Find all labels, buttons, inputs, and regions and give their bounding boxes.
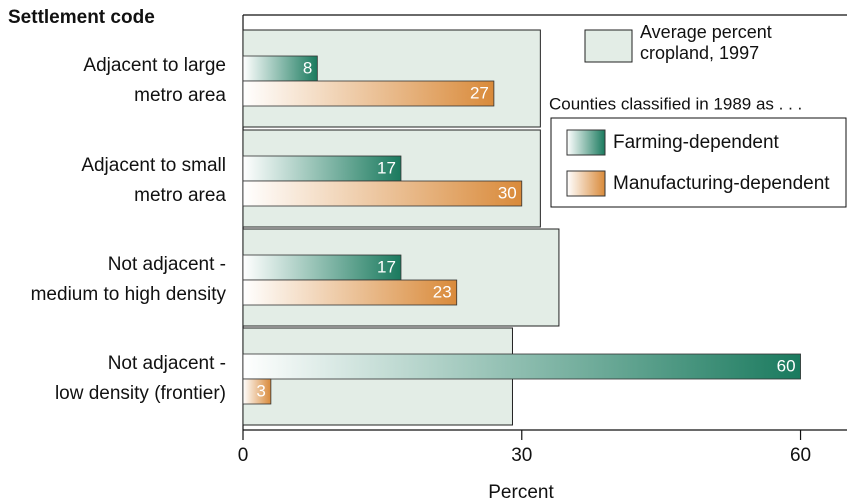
y-tick-label: Not adjacent - bbox=[108, 353, 226, 374]
legend-swatch bbox=[566, 170, 606, 197]
bar bbox=[242, 353, 801, 380]
y-tick-label: metro area bbox=[134, 85, 226, 106]
bar bbox=[242, 180, 523, 207]
bar bbox=[242, 55, 318, 82]
bar bbox=[242, 254, 402, 281]
y-tick-label: medium to high density bbox=[31, 284, 227, 305]
y-axis-label: Settlement code bbox=[8, 7, 155, 28]
x-axis-label: Percent bbox=[488, 482, 554, 503]
y-tick-label: low density (frontier) bbox=[55, 383, 226, 404]
legend-title: Counties classified in 1989 as . . . bbox=[549, 94, 802, 113]
y-tick-label: metro area bbox=[134, 185, 226, 206]
bar bbox=[242, 155, 402, 182]
legend-label: Manufacturing-dependent bbox=[613, 173, 830, 194]
y-tick-label: Adjacent to small bbox=[81, 155, 226, 176]
legend-label: Farming-dependent bbox=[613, 132, 780, 153]
value-label: 30 bbox=[498, 183, 517, 202]
y-tick-label: Adjacent to large bbox=[83, 55, 226, 76]
value-label: 23 bbox=[433, 282, 452, 301]
value-label: 8 bbox=[303, 58, 312, 77]
legend-swatch bbox=[584, 29, 633, 63]
bar bbox=[242, 80, 495, 107]
x-tick-label: 30 bbox=[511, 445, 532, 466]
x-tick-label: 60 bbox=[790, 445, 811, 466]
x-tick-label: 0 bbox=[238, 445, 249, 466]
bar bbox=[242, 378, 272, 405]
bar bbox=[242, 279, 458, 306]
value-label: 17 bbox=[377, 257, 396, 276]
value-label: 3 bbox=[256, 381, 265, 400]
y-tick-label: Not adjacent - bbox=[108, 254, 226, 275]
legend-label: Average percent cropland, 1997 bbox=[640, 22, 772, 63]
legend-swatch bbox=[566, 129, 606, 156]
value-label: 27 bbox=[470, 83, 489, 102]
value-label: 60 bbox=[777, 356, 796, 375]
value-label: 17 bbox=[377, 158, 396, 177]
